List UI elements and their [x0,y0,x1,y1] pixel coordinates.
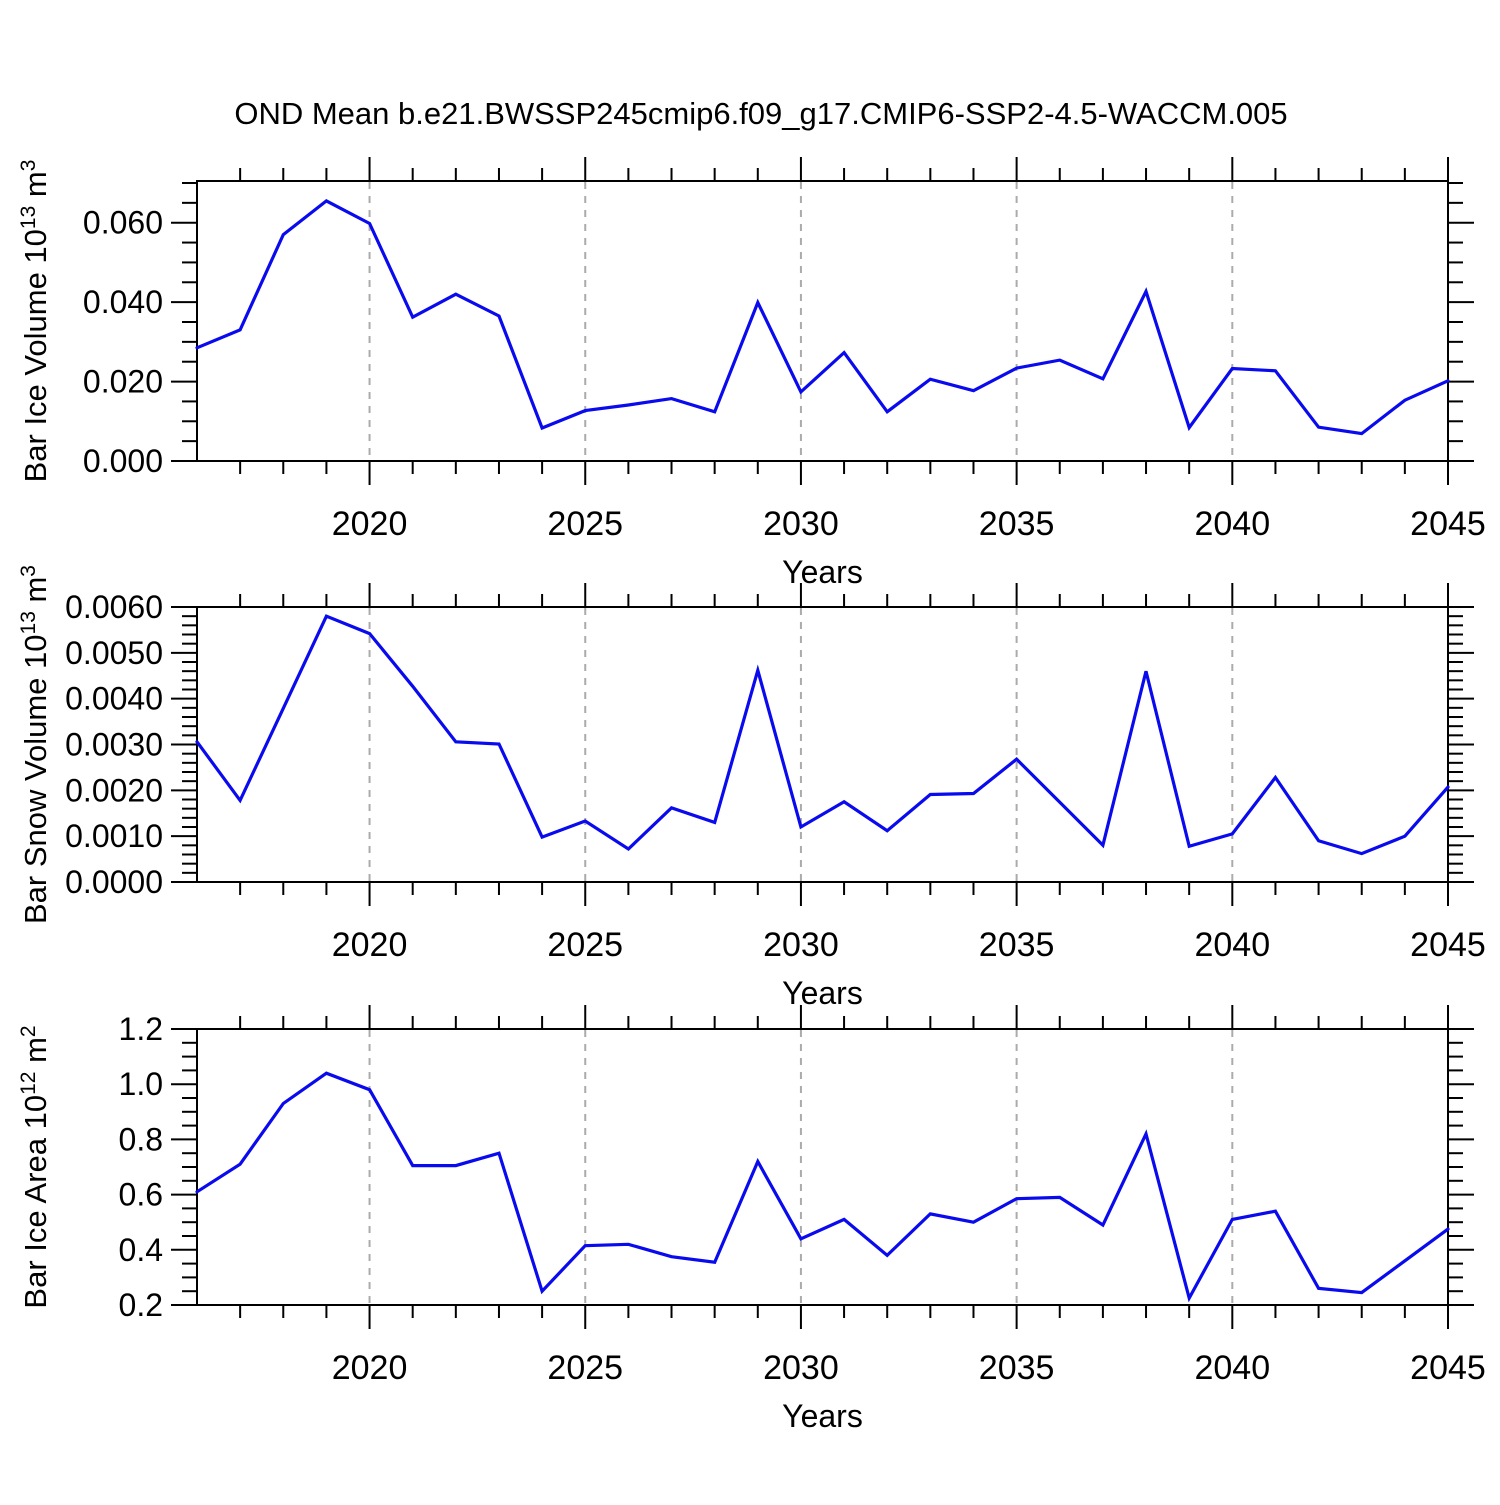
chart-panel-1: 0.000 0.020 0.040 0.060 2020 2025 2030 2035 2040… [17,157,1486,590]
x-tick-label: 2020 [332,505,408,543]
x-tick-label: 2035 [979,1349,1055,1387]
x-tick-label: 2040 [1194,505,1270,543]
y-tick-label: 0.040 [83,284,163,320]
x-tick-labels: 2020 2025 2030 2035 2040 2045 [332,926,1486,964]
y-tick-label: 0.6 [119,1177,163,1213]
x-tick-labels: 2020 2025 2030 2035 2040 2045 [332,505,1486,543]
y-tick-label: 0.8 [119,1121,163,1157]
y-tick-label: 0.020 [83,364,163,400]
y-tick-labels: 0.000 0.020 0.040 0.060 [83,205,163,479]
y-tick-label: 0.060 [83,205,163,241]
y-tick-label: 0.0060 [65,589,163,625]
line-series [195,1071,1450,1303]
x-axis-ticks [239,157,1449,485]
x-tick-label: 2025 [547,505,623,543]
chart-panel-2: 0.0000 0.0010 0.0020 0.0030 0.0040 0.0050 0.00… [17,565,1486,1011]
plot-frame [196,1028,1449,1306]
y-tick-label: 0.0000 [65,864,163,900]
x-axis-label: Years [782,554,863,590]
figure-title: OND Mean b.e21.BWSSP245cmip6.f09_g17.CMI… [234,96,1288,131]
x-tick-label: 2030 [763,1349,839,1387]
y-tick-labels: 0.0000 0.0010 0.0020 0.0030 0.0040 0.0050 0.00… [65,589,163,900]
y-tick-label: 0.0050 [65,635,163,671]
y-tick-label: 1.2 [119,1011,163,1047]
y-axis-ticks [171,1028,1474,1306]
x-tick-label: 2025 [547,1349,623,1387]
x-tick-label: 2020 [332,926,408,964]
x-tick-label: 2030 [763,926,839,964]
y-tick-label: 0.0020 [65,772,163,808]
y-tick-label: 0.0010 [65,818,163,854]
x-axis-ticks [239,1005,1449,1329]
x-tick-label: 2035 [979,505,1055,543]
x-tick-label: 2040 [1194,926,1270,964]
y-tick-label: 0.0030 [65,727,163,763]
line-series [195,199,1450,436]
y-axis-ticks [171,181,1474,462]
line-series [195,614,1450,856]
y-tick-label: 0.2 [119,1287,163,1323]
y-axis-label: Bar Ice Area 1012 m2 [17,1025,53,1308]
x-tick-label: 2030 [763,505,839,543]
y-tick-label: 1.0 [119,1066,163,1102]
x-tick-label: 2020 [332,1349,408,1387]
plot-frame [196,606,1449,883]
y-tick-labels: 0.2 0.4 0.6 0.8 1.0 1.2 [119,1011,163,1323]
x-tick-label: 2025 [547,926,623,964]
x-tick-label: 2045 [1410,926,1486,964]
x-axis-label: Years [782,975,863,1011]
y-axis-label: Bar Ice Volume 1013 m3 [17,160,53,483]
x-tick-label: 2035 [979,926,1055,964]
y-tick-label: 0.000 [83,443,163,479]
plot-frame [196,180,1449,462]
x-axis-ticks [239,583,1449,906]
y-axis-ticks [171,606,1474,883]
x-axis-label: Years [782,1398,863,1434]
y-axis-label: Bar Snow Volume 1013 m3 [17,565,53,924]
x-tick-labels: 2020 2025 2030 2035 2040 2045 [332,1349,1486,1387]
x-tick-label: 2040 [1194,1349,1270,1387]
y-tick-label: 0.4 [119,1232,163,1268]
y-tick-label: 0.0040 [65,681,163,717]
x-tick-label: 2045 [1410,1349,1486,1387]
x-tick-label: 2045 [1410,505,1486,543]
